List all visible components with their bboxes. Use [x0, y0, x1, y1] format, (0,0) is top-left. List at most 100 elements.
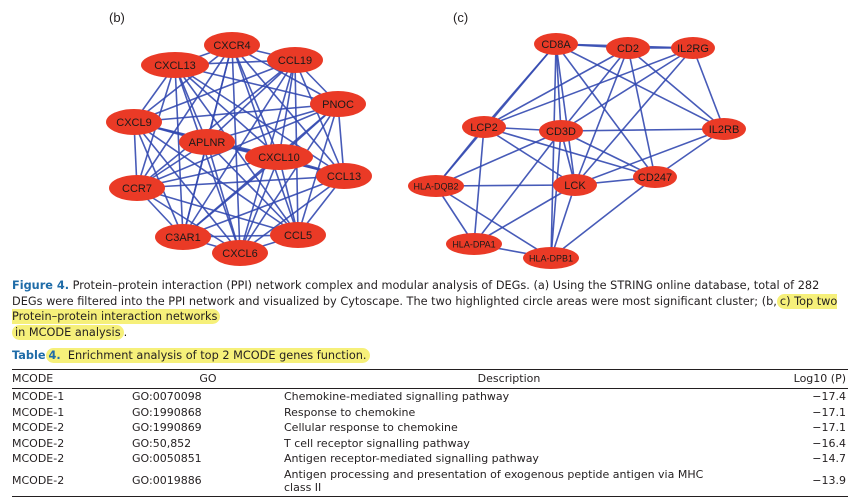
table-row: MCODE-1 GO:0070098 Chemokine-mediated si…	[12, 389, 848, 405]
network-edge	[136, 175, 345, 189]
cell-log10p: −17.4	[812, 390, 846, 403]
network-node: APLNR	[179, 129, 235, 155]
figure-caption-label: Figure 4.	[12, 279, 70, 292]
node-ellipse	[671, 37, 715, 59]
figure-caption-end: .	[123, 325, 128, 339]
network-edge	[133, 103, 339, 123]
node-ellipse	[553, 174, 597, 196]
panel-b-label: (b)	[109, 10, 125, 25]
node-label: PNOC	[322, 99, 354, 111]
network-node: CXCL9	[106, 109, 162, 135]
network-edge	[136, 187, 299, 236]
network-b-nodes: CXCR4 CXCL13 CCL19 PNOC CXCL9 APLNR CXCL10 CCL1…	[106, 32, 372, 266]
node-ellipse	[109, 175, 165, 201]
network-node: CXCR4	[204, 32, 260, 58]
node-label: CXCR4	[213, 40, 250, 52]
table-label: Table	[12, 349, 46, 362]
cell-log10p: −16.4	[812, 436, 846, 450]
cell-go: GO:50,852	[132, 436, 192, 450]
network-edge	[555, 43, 562, 132]
table-header-row: MCODE GO Description Log10 (P)	[12, 369, 848, 389]
node-label: CXCL6	[222, 248, 257, 260]
node-label: CCR7	[122, 183, 152, 195]
node-ellipse	[245, 144, 313, 170]
cell-mcode: MCODE-1	[12, 405, 65, 419]
network-b-edges	[133, 44, 345, 254]
cell-log10p: −13.9	[734, 466, 848, 497]
node-label: CD8A	[541, 39, 571, 51]
node-label: CXCL13	[154, 60, 196, 72]
node-label: LCK	[564, 180, 586, 192]
node-label: CCL5	[284, 230, 312, 242]
network-edge	[133, 121, 299, 236]
node-label: CXCL9	[116, 117, 151, 129]
network-node: CD2	[606, 37, 650, 59]
node-ellipse	[408, 175, 464, 197]
cell-mcode: MCODE-1	[12, 390, 65, 403]
network-edge	[483, 47, 694, 128]
table-row: MCODE-1 GO:1990868 Response to chemokine…	[12, 405, 848, 421]
node-ellipse	[702, 118, 746, 140]
node-label: CD3D	[546, 126, 576, 138]
network-edge	[550, 184, 576, 259]
network-edge	[483, 47, 629, 128]
cell-go: GO:0019886	[132, 466, 284, 497]
network-node: CXCL10	[245, 144, 313, 170]
table-row: MCODE-2 GO:50,852 T cell receptor signal…	[12, 436, 848, 452]
node-label: HLA-DQB2	[413, 181, 458, 191]
cell-go: GO:1990868	[132, 405, 202, 419]
cell-go: GO:1990869	[132, 421, 202, 434]
network-node: CXCL13	[141, 52, 209, 78]
enrichment-table: MCODE GO Description Log10 (P) MCODE-1 G…	[12, 369, 848, 497]
network-edge	[136, 187, 241, 254]
cell-mcode: MCODE-2	[12, 466, 132, 497]
node-ellipse	[539, 120, 583, 142]
header-mcode: MCODE	[12, 369, 132, 389]
network-edge	[174, 64, 280, 158]
network-edge	[560, 47, 694, 132]
node-label: CD2	[617, 43, 639, 55]
network-edge	[182, 141, 208, 238]
network-edge	[560, 47, 629, 132]
cell-mcode: MCODE-2	[12, 421, 65, 434]
network-node: CCL5	[270, 222, 326, 248]
ppi-network-figure: CXCR4 CXCL13 CCL19 PNOC CXCL9 APLNR CXCL10 CCL1…	[106, 32, 746, 269]
network-node: IL2RG	[671, 37, 715, 59]
network-node: CXCL6	[212, 240, 268, 266]
network-edge	[555, 43, 656, 178]
figure-caption-text: Protein–protein interaction (PPI) networ…	[12, 279, 820, 308]
node-label: IL2RB	[709, 124, 740, 136]
cell-mcode: MCODE-2	[12, 436, 65, 450]
network-edge	[231, 44, 345, 177]
network-edge	[473, 184, 576, 245]
cell-go: GO:0050851	[132, 452, 202, 465]
network-node: HLA-DPA1	[446, 233, 502, 255]
cell-log10p: −14.7	[812, 452, 846, 465]
network-node: C3AR1	[155, 224, 211, 250]
node-label: HLA-DPB1	[529, 253, 573, 263]
network-node: LCP2	[462, 116, 506, 138]
node-ellipse	[316, 163, 372, 189]
table-row: MCODE-2 GO:1990869 Cellular response to …	[12, 420, 848, 436]
network-node: CCL13	[316, 163, 372, 189]
node-ellipse	[462, 116, 506, 138]
network-edge	[483, 126, 656, 178]
cell-description: T cell receptor signalling pathway	[284, 436, 470, 450]
node-ellipse	[270, 222, 326, 248]
network-node: LCK	[553, 174, 597, 196]
node-ellipse	[179, 129, 235, 155]
node-label: CXCL10	[258, 152, 300, 164]
node-ellipse	[155, 224, 211, 250]
network-edge	[555, 43, 576, 186]
table-number: 4.	[48, 349, 61, 362]
network-edge	[574, 47, 629, 186]
network-edge	[278, 156, 299, 236]
cell-description: Antigen processing and presentation of e…	[284, 466, 734, 497]
table-title-text: Enrichment analysis of top 2 MCODE genes…	[67, 349, 367, 362]
node-label: C3AR1	[165, 232, 200, 244]
caption-highlight-2: in MCODE analysis	[12, 324, 124, 340]
node-ellipse	[106, 109, 162, 135]
node-label: CD247	[638, 172, 672, 184]
node-ellipse	[310, 91, 366, 117]
network-edge	[206, 59, 296, 143]
